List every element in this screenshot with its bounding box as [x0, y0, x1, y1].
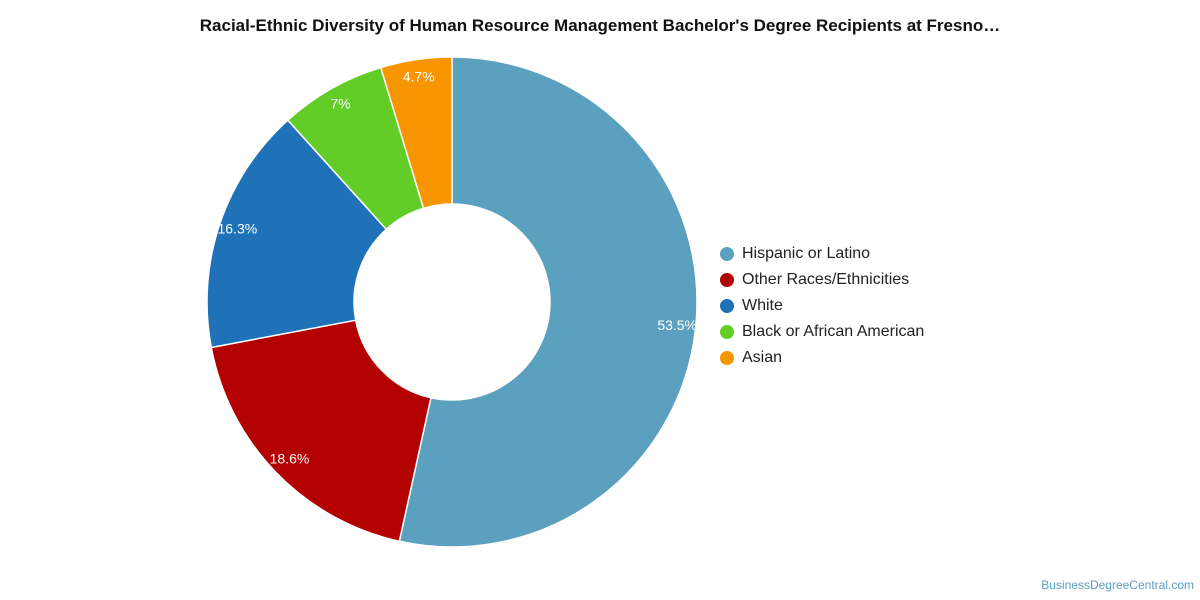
legend-marker-icon — [720, 325, 734, 339]
legend-item-asian[interactable]: Asian — [720, 345, 924, 371]
chart-title: Racial-Ethnic Diversity of Human Resourc… — [199, 16, 1001, 35]
legend-marker-icon — [720, 351, 734, 365]
slice-label-white: 16.3% — [217, 220, 257, 236]
slice-label-black-or-african-american: 7% — [330, 96, 350, 112]
slice-label-hispanic-or-latino: 53.5% — [657, 317, 697, 333]
legend-label: Asian — [742, 349, 783, 366]
slice-other-races-ethnicities[interactable] — [210, 319, 432, 543]
legend-item-black-or-african-american[interactable]: Black or African American — [720, 319, 924, 345]
slice-label-other-races-ethnicities: 18.6% — [270, 450, 310, 466]
slice-labels-group: 53.5% 18.6% 16.3% 7% 4.7% — [217, 69, 697, 467]
legend-item-other-races-ethnicities[interactable]: Other Races/Ethnicities — [720, 267, 924, 293]
legend-marker-icon — [720, 273, 734, 287]
slice-asian[interactable] — [379, 56, 453, 210]
slice-label-asian: 4.7% — [403, 69, 435, 85]
legend-marker-icon — [720, 247, 734, 261]
legend: Hispanic or Latino Other Races/Ethnicitie… — [720, 241, 924, 371]
slice-hispanic-or-latino[interactable] — [398, 56, 698, 548]
slices-group — [206, 56, 698, 548]
watermark: BusinessDegreeCentral.com — [1041, 578, 1194, 592]
legend-label: Other Races/Ethnicities — [742, 271, 910, 288]
legend-marker-icon — [720, 299, 734, 313]
legend-label: Black or African American — [742, 323, 925, 340]
legend-label: Hispanic or Latino — [742, 245, 871, 262]
slice-white[interactable] — [206, 119, 388, 349]
legend-item-hispanic-or-latino[interactable]: Hispanic or Latino — [720, 241, 924, 267]
legend-label: White — [742, 297, 783, 314]
legend-item-white[interactable]: White — [720, 293, 924, 319]
